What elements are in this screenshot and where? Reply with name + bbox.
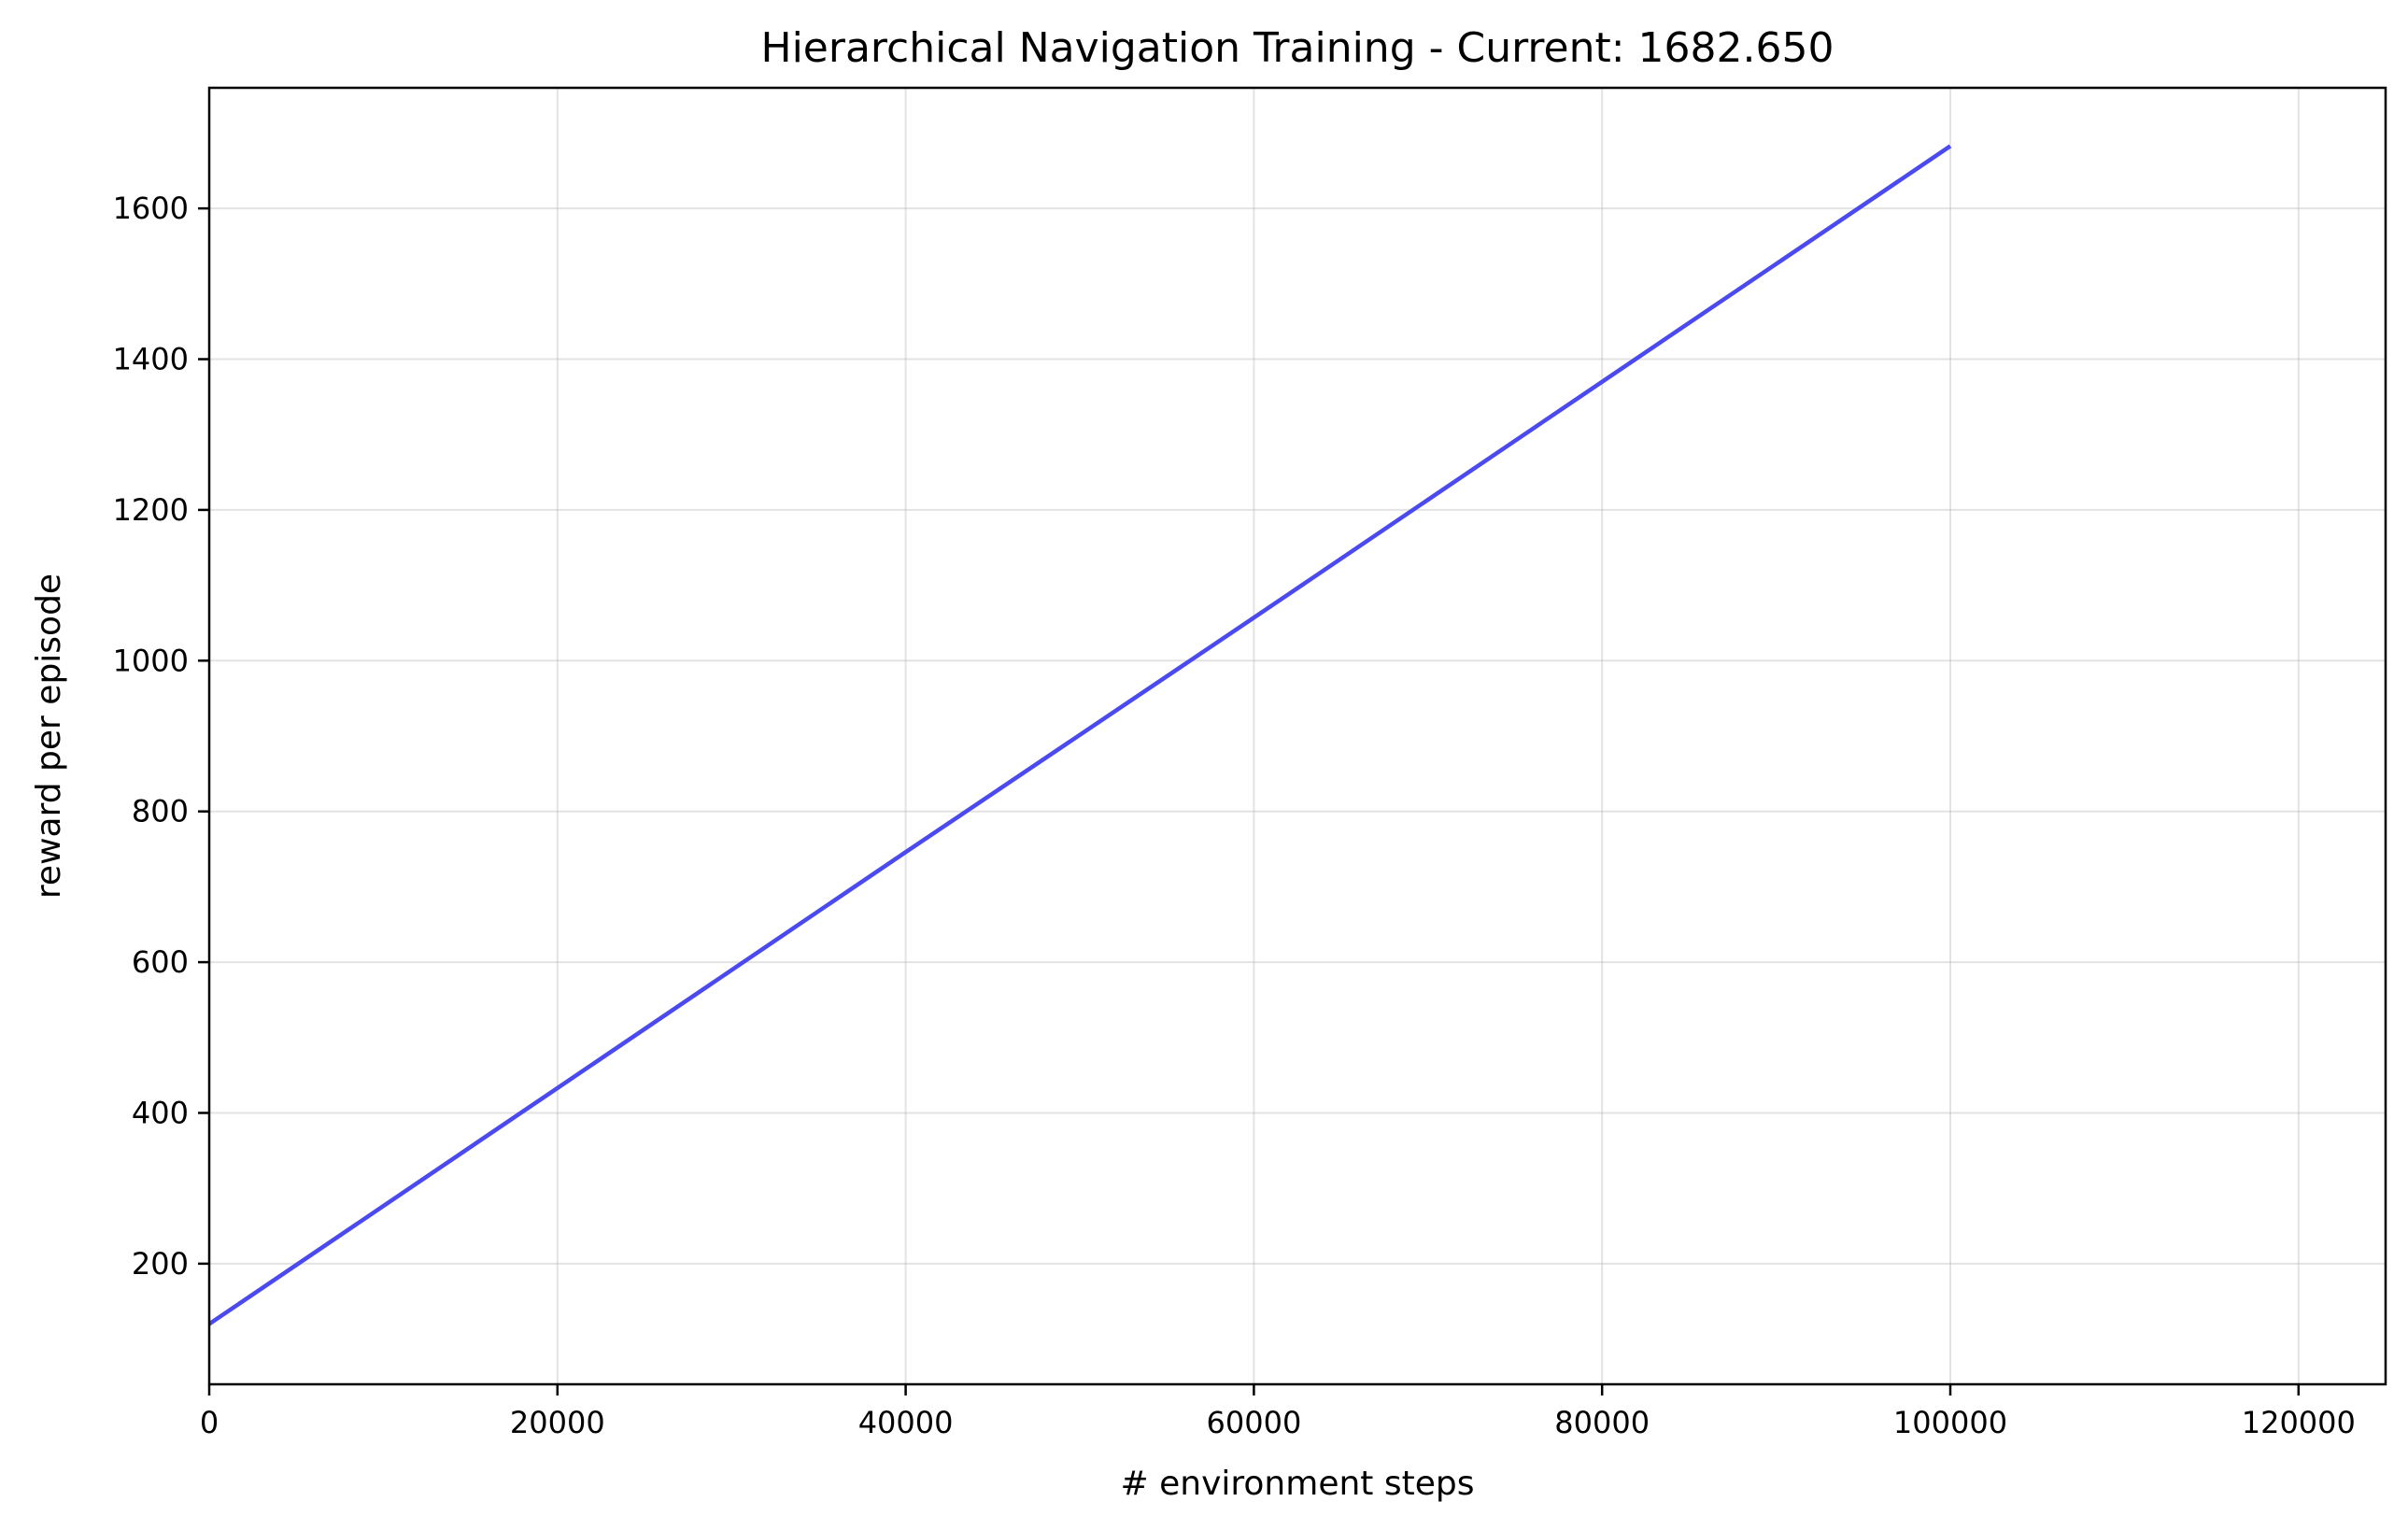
- y-tick-label: 1600: [113, 191, 189, 226]
- plot-frame: [207, 86, 2387, 1386]
- series-line-0: [207, 144, 1952, 1326]
- y-tick-label: 600: [132, 944, 189, 980]
- y-tick-label: 1400: [113, 342, 189, 377]
- x-tick-label: 80000: [1554, 1405, 1650, 1440]
- x-tick-label: 0: [200, 1405, 219, 1440]
- y-tick-label: 800: [132, 794, 189, 829]
- x-axis: 0 20000 40000 60000 80000 100000 120000: [200, 1384, 2356, 1440]
- y-axis: 200 400 600 800 1000 1200 1400 1600: [113, 191, 209, 1282]
- y-tick-label: 1000: [113, 643, 189, 678]
- x-tick-label: 40000: [858, 1405, 954, 1440]
- y-tick-label: 200: [132, 1246, 189, 1282]
- series-layer: [207, 144, 1952, 1326]
- y-axis-label: reward per episode: [30, 574, 68, 899]
- x-tick-label: 20000: [510, 1405, 605, 1440]
- grid: [208, 88, 2386, 1384]
- y-tick-label: 1200: [113, 492, 189, 528]
- x-axis-label: # environment steps: [1121, 1465, 1475, 1503]
- x-tick-label: 100000: [1893, 1405, 2007, 1440]
- x-tick-label: 60000: [1207, 1405, 1302, 1440]
- x-tick-label: 120000: [2242, 1405, 2356, 1440]
- y-tick-label: 400: [132, 1095, 189, 1130]
- chart-title: Hierarchical Navigation Training - Curre…: [760, 24, 1834, 72]
